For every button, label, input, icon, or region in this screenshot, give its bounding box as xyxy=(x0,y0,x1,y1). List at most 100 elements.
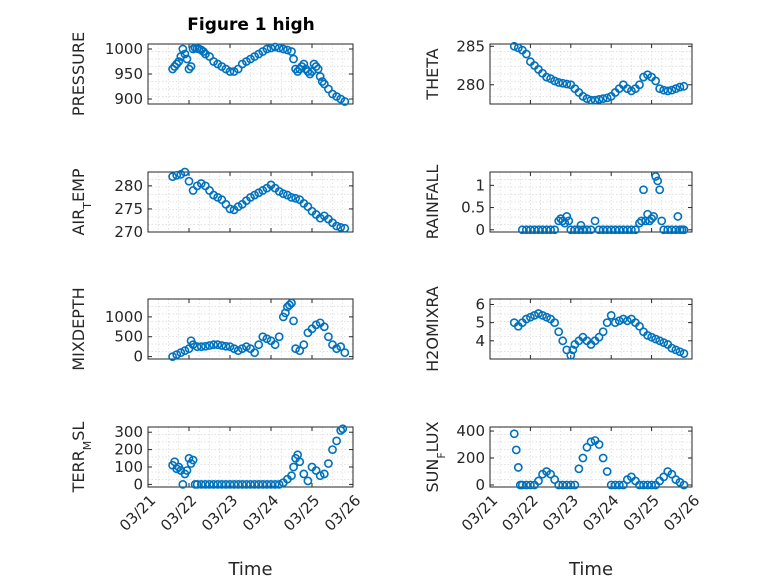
y-tick-label: 0 xyxy=(133,475,143,493)
y-tick-label: 280 xyxy=(114,177,143,195)
data-series xyxy=(509,429,689,490)
data-point xyxy=(328,445,337,455)
y-tick-label: 0 xyxy=(475,221,485,239)
y-axis-label: RAINFALL xyxy=(423,165,442,240)
data-point xyxy=(178,44,188,54)
data-point xyxy=(570,480,580,490)
y-tick-label: 400 xyxy=(456,422,485,440)
axes-box xyxy=(147,426,354,488)
data-point xyxy=(176,348,186,358)
data-point xyxy=(274,479,284,489)
data-point xyxy=(229,479,239,489)
data-point xyxy=(241,342,251,352)
data-point xyxy=(526,225,535,235)
data-point xyxy=(336,426,346,435)
data-point xyxy=(582,442,592,452)
y-tick-label: 300 xyxy=(114,423,143,441)
data-point xyxy=(637,216,646,226)
data-point xyxy=(598,225,608,235)
y-tick-label: 4 xyxy=(475,332,485,350)
data-point xyxy=(336,222,346,232)
data-point xyxy=(554,327,564,337)
data-point xyxy=(643,330,652,340)
data-point xyxy=(511,445,521,455)
data-point xyxy=(614,316,624,326)
data-point xyxy=(262,44,272,54)
data-point xyxy=(172,170,182,180)
y-tick-label: 5 xyxy=(475,314,485,332)
data-point xyxy=(172,350,182,360)
data-point xyxy=(205,341,214,350)
data-point xyxy=(671,84,681,94)
data-point xyxy=(217,341,227,350)
data-point xyxy=(196,479,206,489)
data-point xyxy=(564,216,574,226)
data-series xyxy=(509,41,689,105)
data-point xyxy=(667,85,677,95)
data-point xyxy=(340,223,350,233)
data-point xyxy=(205,479,214,489)
data-point xyxy=(530,310,539,320)
data-point xyxy=(602,318,612,328)
data-point xyxy=(233,479,243,489)
data-point xyxy=(287,298,296,308)
data-point xyxy=(250,348,259,358)
data-point xyxy=(192,479,202,489)
data-point xyxy=(254,340,264,350)
data-point xyxy=(311,466,321,475)
y-tick-label: 280 xyxy=(456,76,485,94)
subplot-mixdepth: 0 500 1000 MIXDEPTH xyxy=(69,287,354,371)
data-point xyxy=(180,167,190,177)
y-axis-label: TERRMSL xyxy=(69,422,94,494)
data-point xyxy=(538,225,547,235)
data-point xyxy=(287,192,296,202)
data-point xyxy=(340,97,350,106)
data-point xyxy=(513,463,523,472)
data-point xyxy=(270,479,280,489)
data-point xyxy=(558,480,568,490)
data-point xyxy=(663,86,673,96)
data-point xyxy=(655,185,665,195)
data-point xyxy=(635,80,644,90)
data-point xyxy=(225,67,235,76)
data-point xyxy=(517,480,527,490)
data-point xyxy=(639,480,648,490)
data-point xyxy=(566,480,576,490)
data-point xyxy=(663,225,673,235)
data-point xyxy=(570,225,580,235)
data-point xyxy=(602,93,612,103)
data-point xyxy=(679,480,689,490)
data-point xyxy=(675,347,685,357)
data-point xyxy=(287,47,296,56)
data-point xyxy=(258,332,268,342)
data-point xyxy=(647,480,656,490)
y-tick-label: 275 xyxy=(114,200,143,218)
data-point xyxy=(542,225,551,235)
data-point xyxy=(246,479,255,489)
data-point xyxy=(679,81,689,91)
data-point xyxy=(602,225,612,235)
data-point xyxy=(295,457,305,467)
y-tick-label: 200 xyxy=(114,441,143,459)
data-point xyxy=(340,348,350,358)
data-point xyxy=(323,459,333,468)
data-point xyxy=(594,332,604,342)
data-point xyxy=(550,318,560,328)
data-point xyxy=(186,62,196,71)
data-point xyxy=(213,340,223,350)
data-point xyxy=(594,94,604,104)
data-point xyxy=(542,312,551,322)
subplot-pressure: 900 950 1000 PRESSURE xyxy=(69,32,354,116)
data-point xyxy=(550,76,560,86)
data-point xyxy=(586,437,596,447)
data-point xyxy=(270,340,280,350)
data-point xyxy=(237,344,247,354)
data-point xyxy=(315,72,325,81)
data-point xyxy=(562,345,572,355)
data-point xyxy=(622,225,632,235)
data-point xyxy=(582,94,592,104)
data-point xyxy=(594,225,604,235)
subplot-air_temp: 270 275 280 AIRTEMP xyxy=(69,167,354,241)
data-point xyxy=(574,225,584,235)
data-point xyxy=(196,342,206,352)
